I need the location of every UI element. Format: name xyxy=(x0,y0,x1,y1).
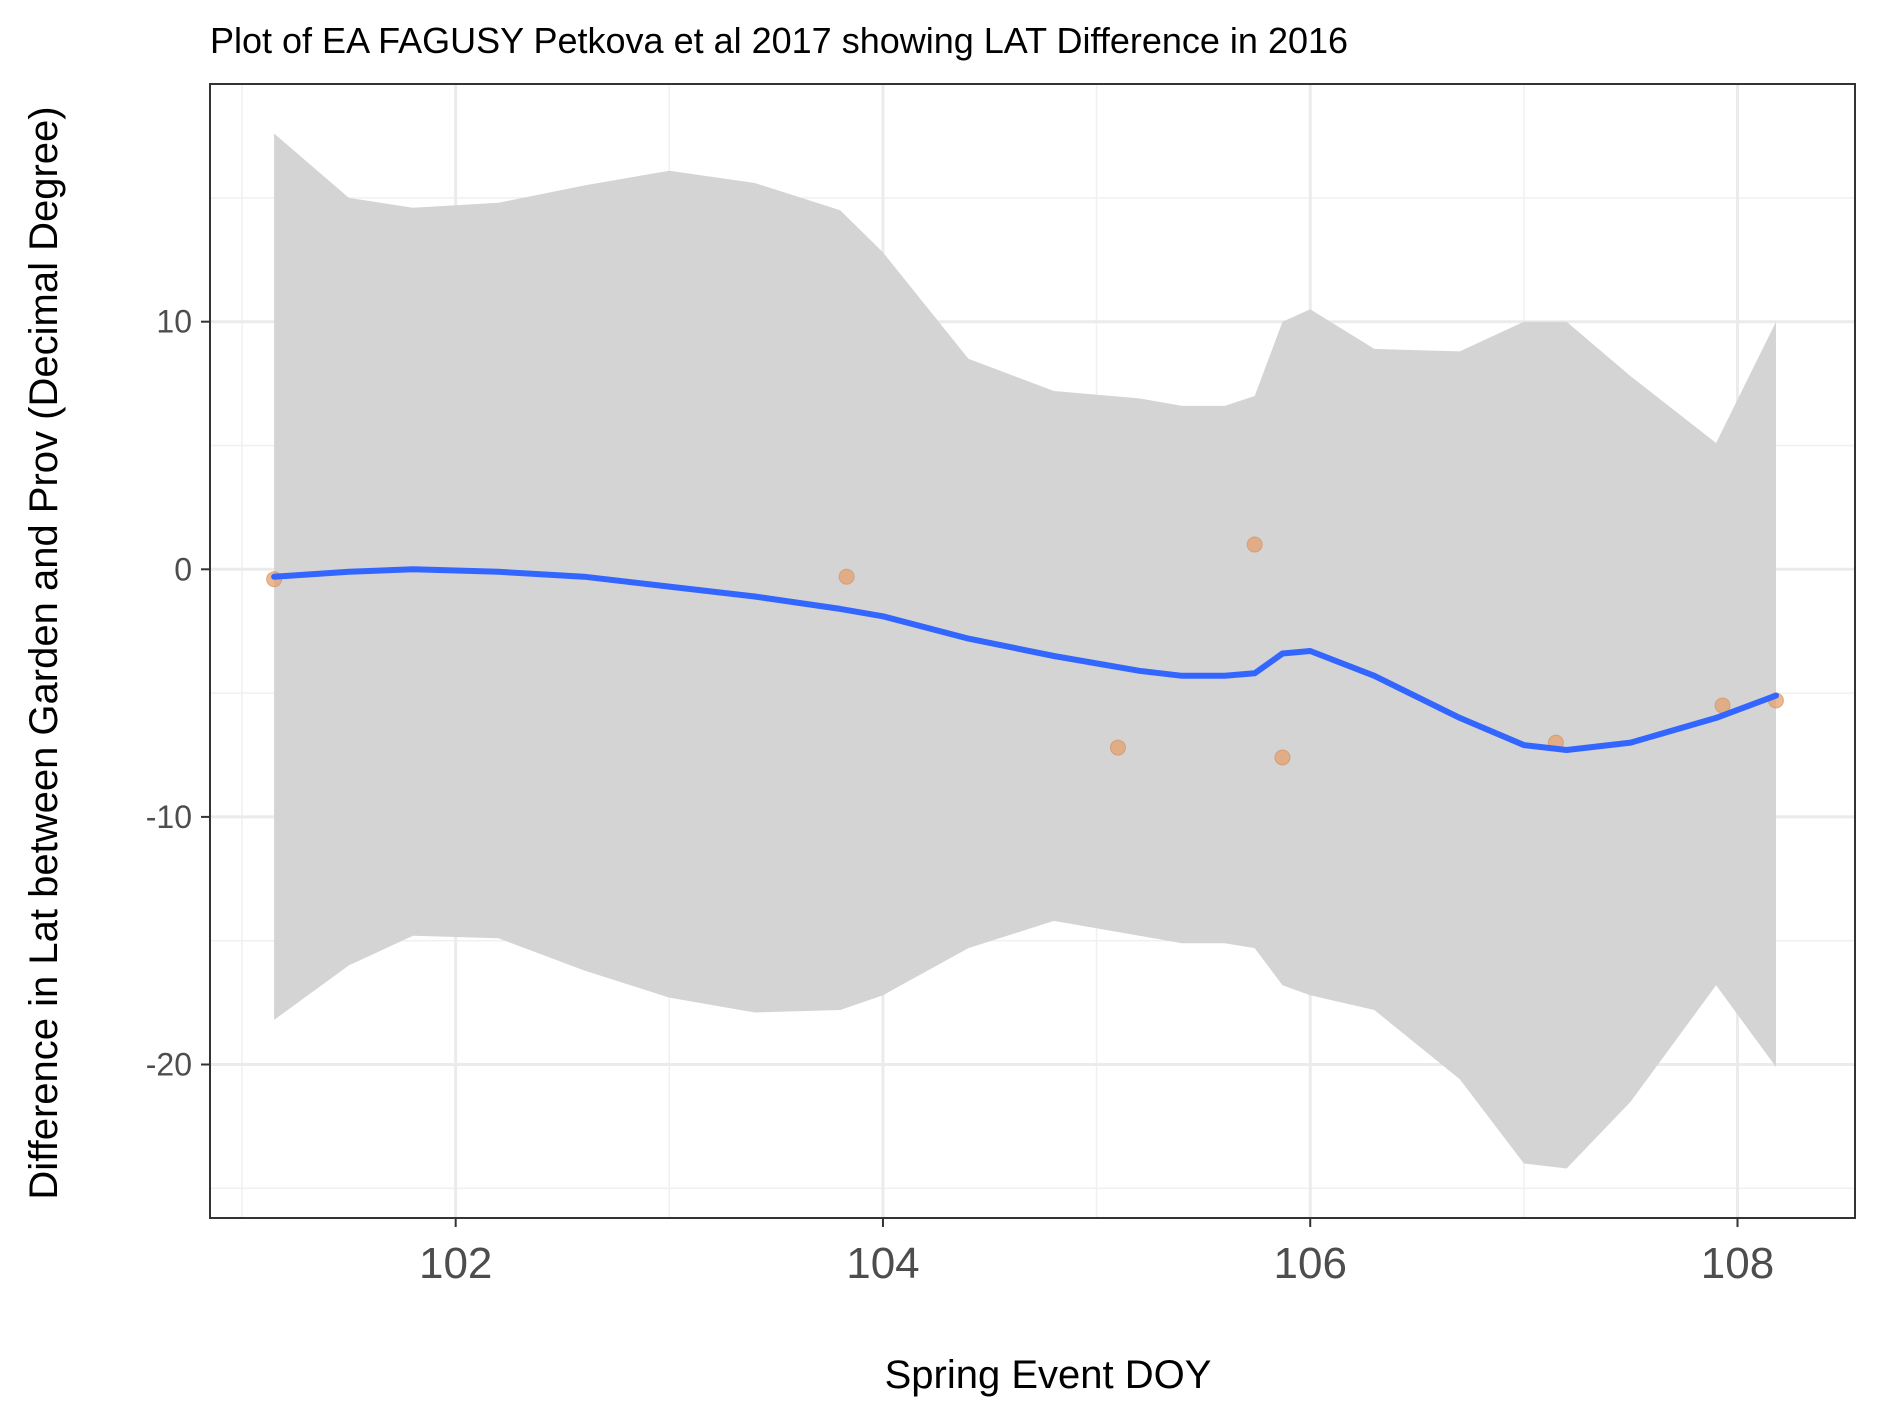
plot-panel-border xyxy=(209,83,1856,1219)
y-axis-title: Difference in Lat between Garden and Pro… xyxy=(22,106,66,1199)
x-tick-label: 108 xyxy=(1701,1239,1774,1288)
data-point xyxy=(1246,536,1263,553)
y-tick-label: 0 xyxy=(174,551,192,587)
chart-title: Plot of EA FAGUSY Petkova et al 2017 sho… xyxy=(210,20,1348,61)
x-axis: 102 104 106 108 xyxy=(419,1218,1774,1288)
y-axis: -20 -10 0 10 xyxy=(146,304,210,1082)
x-tick-label: 106 xyxy=(1274,1239,1347,1288)
x-tick-label: 102 xyxy=(419,1239,492,1288)
data-point xyxy=(838,568,855,585)
data-point xyxy=(1274,749,1291,766)
x-tick-label: 104 xyxy=(846,1239,919,1288)
y-tick-label: -20 xyxy=(146,1046,192,1082)
data-point xyxy=(1109,739,1126,756)
x-axis-title: Spring Event DOY xyxy=(885,1353,1212,1397)
y-tick-label: -10 xyxy=(146,799,192,835)
y-tick-label: 10 xyxy=(156,304,192,340)
smooth-trend-line xyxy=(271,566,1779,753)
